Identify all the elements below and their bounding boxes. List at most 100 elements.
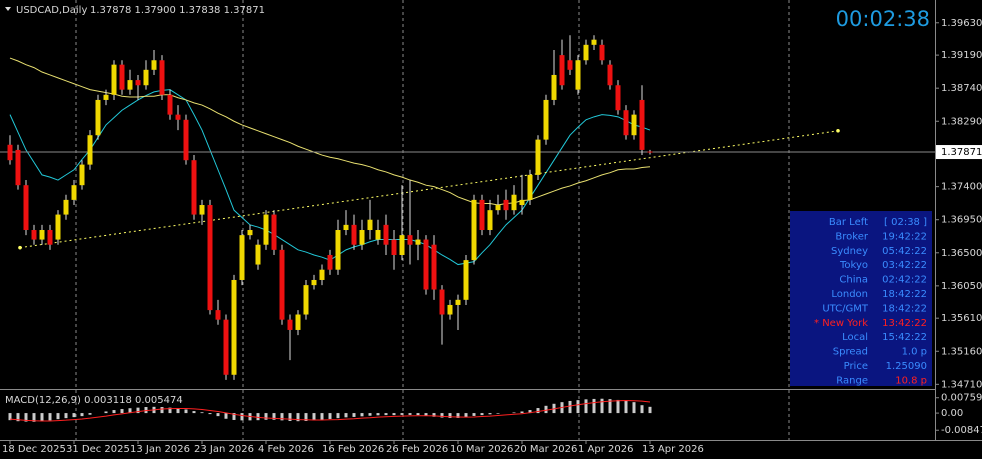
macd-bar <box>200 412 204 414</box>
candle-body <box>647 151 653 153</box>
candle-body <box>151 60 157 70</box>
x-tick-label: 26 Feb 2026 <box>386 444 448 455</box>
macd-bar <box>392 413 396 416</box>
y-tick-label: 1.35160 <box>941 346 982 357</box>
info-label: UTC/GMT <box>822 303 869 314</box>
candle-body <box>447 304 453 315</box>
ohlc-label: 1.37878 1.37900 1.37838 1.37871 <box>90 5 265 16</box>
info-value: 19:42:22 <box>882 231 927 242</box>
macd-bar <box>568 400 572 414</box>
macd-bar <box>584 399 588 414</box>
candle-body <box>599 44 605 61</box>
macd-bar <box>608 399 612 414</box>
candle-body <box>407 235 413 245</box>
candle-body <box>263 214 269 245</box>
info-label: China <box>839 275 868 286</box>
candle-body <box>383 224 389 245</box>
macd-bar <box>336 413 340 419</box>
candle-body <box>351 224 357 245</box>
macd-bar <box>224 413 228 419</box>
macd-bar <box>112 410 116 414</box>
y-tick-label: 1.34710 <box>941 379 982 390</box>
macd-bar <box>72 413 76 418</box>
macd-bar <box>104 411 108 414</box>
candle-body <box>127 80 133 90</box>
macd-bar <box>128 408 132 414</box>
candle-body <box>55 214 61 240</box>
info-value: 13:42:22 <box>882 318 927 329</box>
macd-bar <box>464 413 468 418</box>
candle-body <box>615 85 621 111</box>
candle-body <box>71 185 77 200</box>
candle-body <box>47 230 53 245</box>
candle-body <box>343 224 349 231</box>
candle-body <box>439 289 445 315</box>
candle-body <box>559 55 565 86</box>
candle-body <box>511 194 517 211</box>
macd-bar <box>512 412 516 414</box>
macd-bar <box>632 402 636 414</box>
info-value: 10.8 p <box>895 375 927 386</box>
y-tick-label: 1.38290 <box>941 116 982 127</box>
y-tick-label: 1.36500 <box>941 248 982 259</box>
macd-bar <box>592 398 596 414</box>
candle-body <box>207 205 213 311</box>
x-tick-label: 16 Feb 2026 <box>322 444 384 455</box>
candle-body <box>479 199 485 231</box>
candle-body <box>103 94 109 100</box>
candle-body <box>63 199 69 215</box>
macd-bar <box>192 411 196 414</box>
macd-title: MACD(12,26,9) 0.003118 0.005474 <box>5 395 183 406</box>
y-tick-label: 1.38740 <box>941 83 982 94</box>
symbol-label: USDCAD,Daily <box>16 5 87 16</box>
candle-body <box>487 210 493 231</box>
candle-body <box>247 230 253 236</box>
macd-bar <box>600 398 604 414</box>
info-label: Bar Left <box>829 217 868 228</box>
x-tick-label: 20 Mar 2026 <box>514 444 577 455</box>
candle-body <box>23 185 29 231</box>
macd-bar <box>48 413 52 421</box>
candle-body <box>287 319 293 330</box>
macd-bar <box>160 407 164 414</box>
info-value: 1.0 p <box>902 347 927 358</box>
macd-bar <box>496 413 500 414</box>
macd-bar <box>56 413 60 420</box>
y-tick-label: 1.39190 <box>941 50 982 61</box>
candle-body <box>143 69 149 86</box>
menu-icon[interactable] <box>5 7 11 11</box>
candle-body <box>119 64 125 90</box>
macd-bar <box>8 413 12 421</box>
macd-bar <box>24 413 28 422</box>
candle-body <box>31 230 37 240</box>
macd-bar <box>408 413 412 415</box>
candle-body <box>111 64 117 95</box>
macd-bar <box>256 413 260 421</box>
candle-body <box>183 119 189 161</box>
macd-bar <box>488 413 492 415</box>
y-tick-label: 0.00 <box>941 408 963 419</box>
macd-bar <box>232 413 236 420</box>
candle-body <box>375 230 381 240</box>
info-value: 05:42:22 <box>882 246 927 257</box>
macd-bar <box>344 413 348 418</box>
info-value: 1.25090 <box>886 361 927 372</box>
y-tick-label: 1.35610 <box>941 313 982 324</box>
macd-bar <box>328 413 332 419</box>
macd-bar <box>448 413 452 418</box>
candle-body <box>471 199 477 261</box>
info-label: Broker <box>835 231 868 242</box>
y-tick-label: 1.36950 <box>941 215 982 226</box>
candle-body <box>191 160 197 215</box>
candle-body <box>295 314 301 330</box>
candle-body <box>495 205 501 211</box>
candle-body <box>535 139 541 175</box>
info-label: Local <box>842 332 868 343</box>
macd-bar <box>80 413 84 417</box>
candle-body <box>255 244 261 265</box>
candle-body <box>607 64 613 86</box>
candle-body <box>7 144 13 161</box>
current-price-label: 1.37871 <box>941 147 982 158</box>
